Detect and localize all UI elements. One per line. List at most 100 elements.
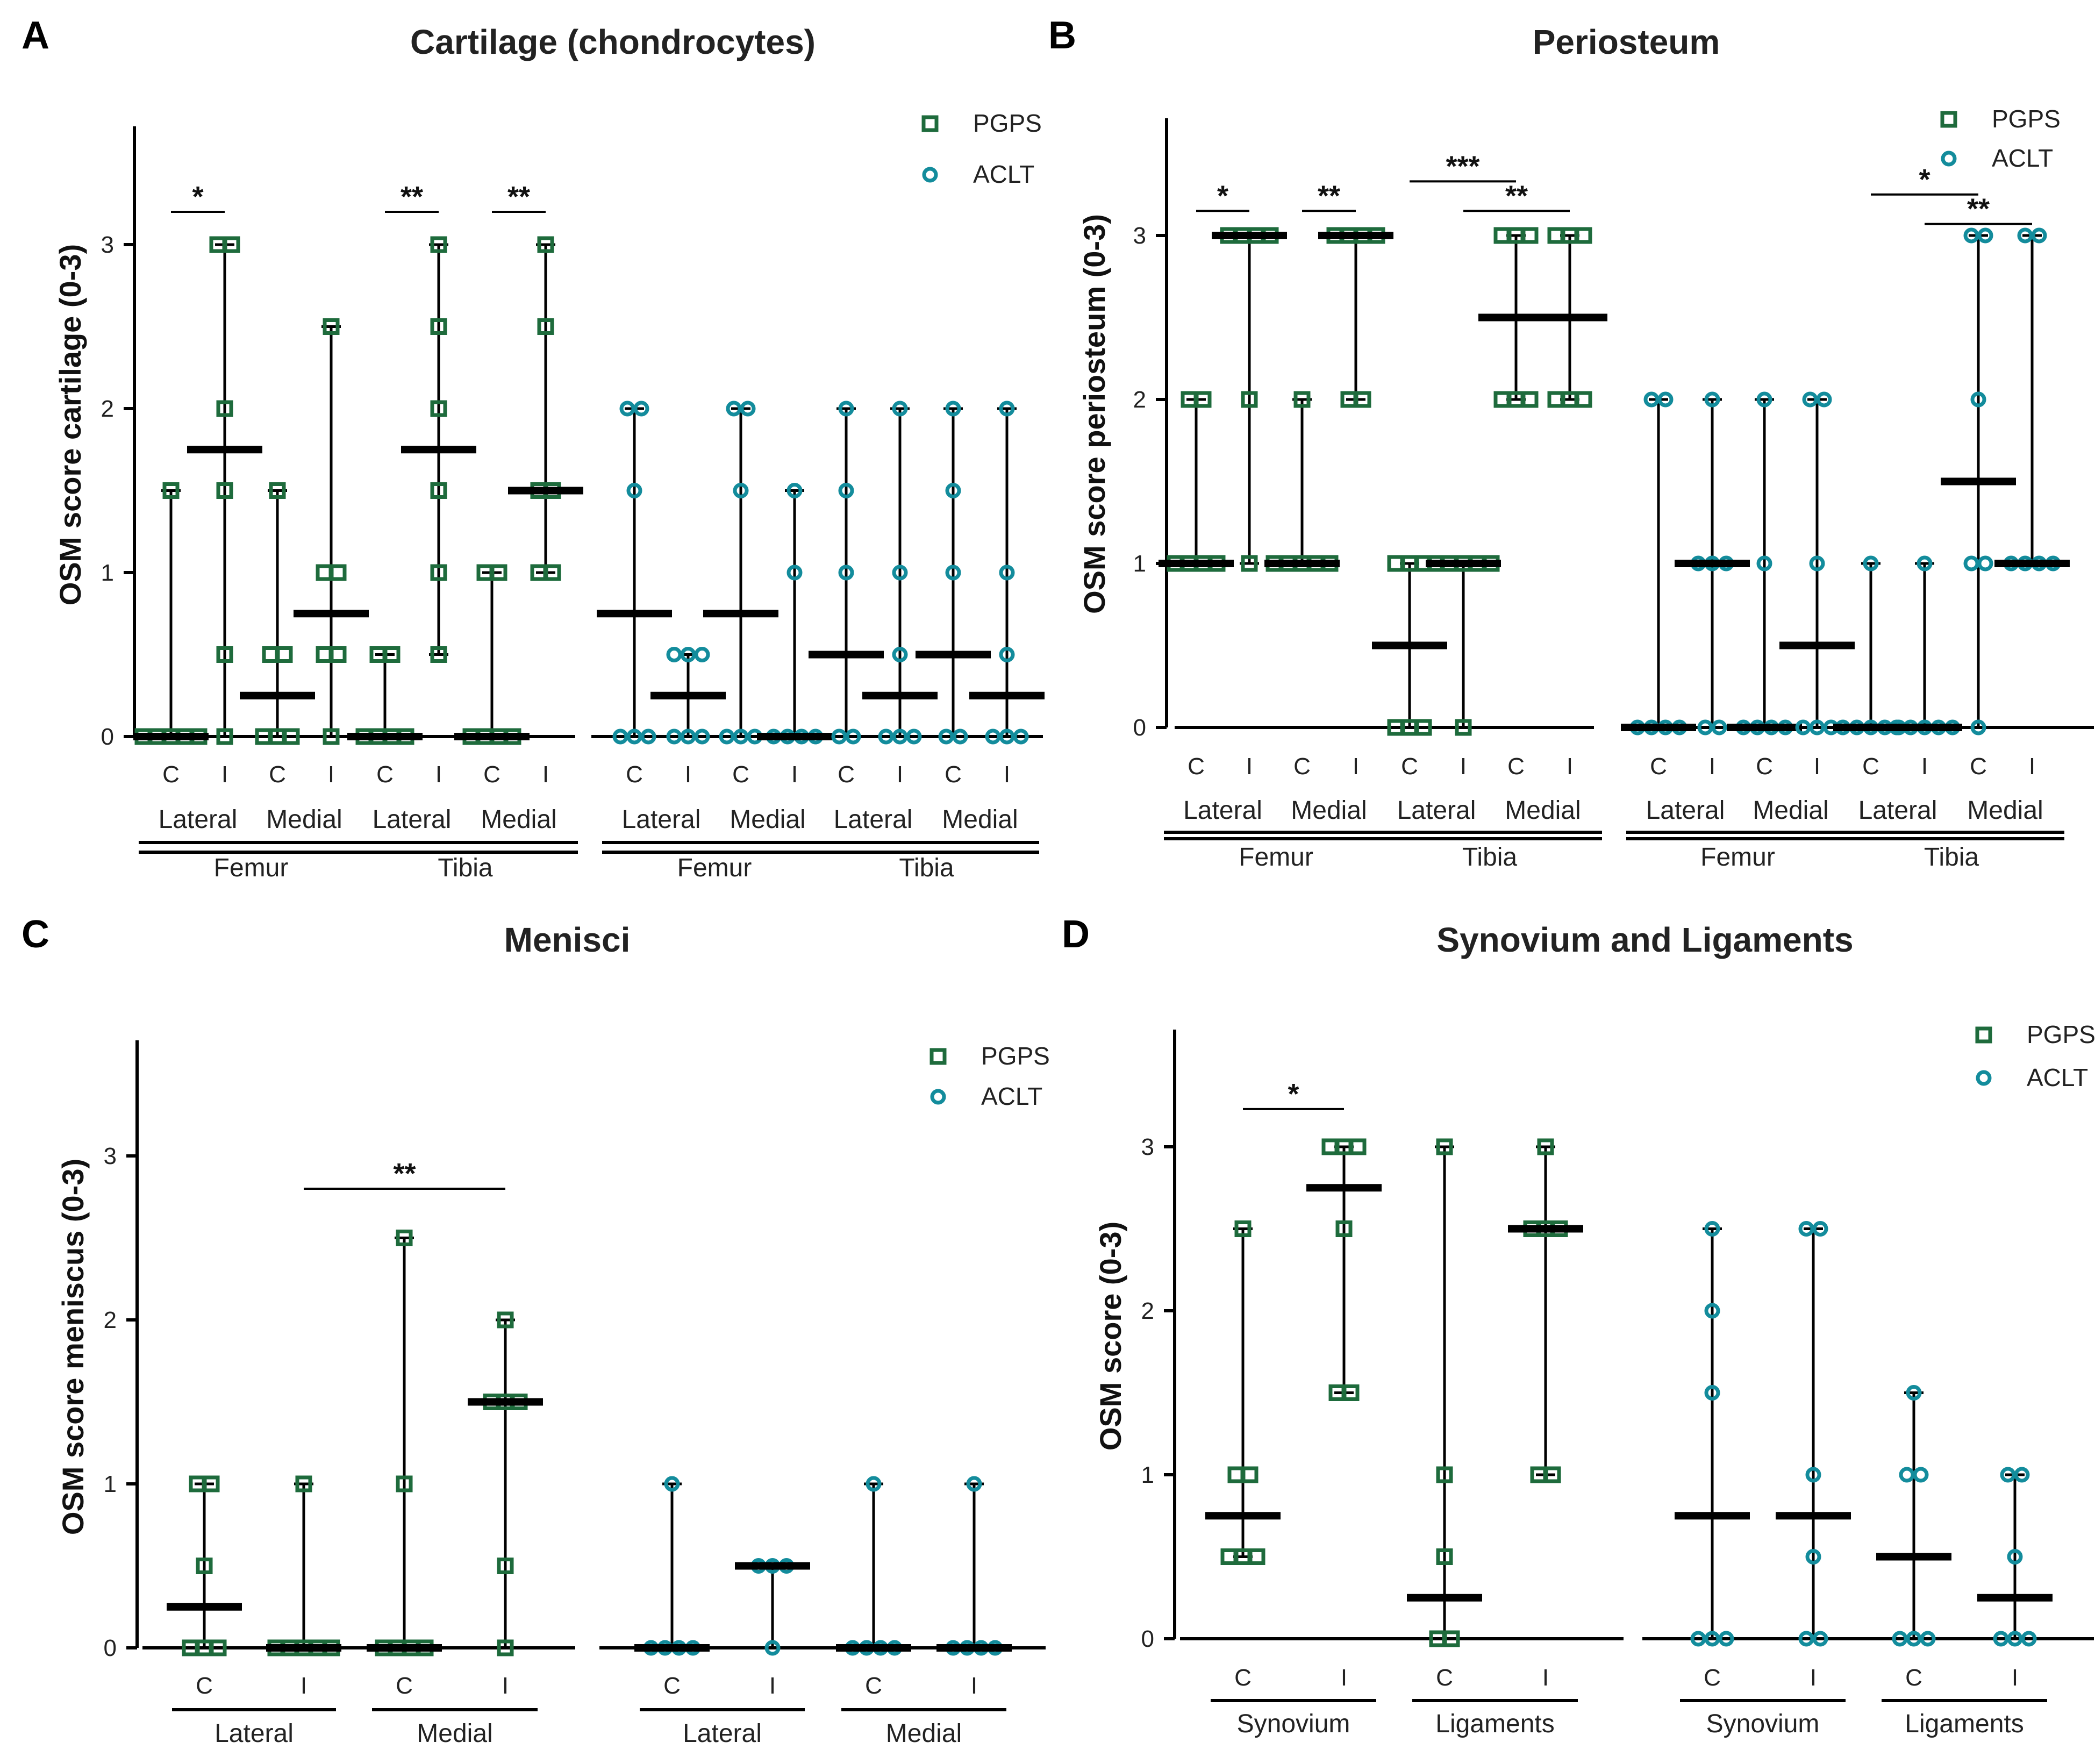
data-point (666, 729, 682, 745)
data-point (1798, 1221, 1814, 1237)
panel-c: C Menisci 0 1 2 3 OSM score meniscus (0-3) PGPS… (22, 913, 1050, 1748)
site-label: Femur (677, 854, 752, 882)
y-axis-label: OSM score cartilage (0-3) (53, 244, 87, 605)
category-label: I (221, 761, 228, 788)
data-point (316, 646, 333, 663)
data-point (1537, 1138, 1554, 1155)
data-point (1963, 555, 1979, 572)
data-point (1812, 1631, 1828, 1647)
significance-label: * (192, 181, 203, 213)
data-point (1643, 391, 1660, 408)
panel-title: Periosteum (1533, 23, 1720, 61)
site-label: Femur (1700, 843, 1775, 872)
legend-marker-aclt (1941, 151, 1957, 167)
y-tick-label: 1 (104, 1471, 117, 1497)
category-label: C (269, 761, 286, 788)
data-point (1013, 729, 1029, 745)
data-point (1234, 1220, 1252, 1237)
data-point (726, 401, 742, 417)
data-point (330, 646, 347, 663)
category-label: I (1542, 1665, 1549, 1691)
panel-title: Cartilage (chondrocytes) (410, 23, 816, 61)
data-point (1906, 1631, 1922, 1647)
data-point (196, 1558, 213, 1574)
data-point (640, 729, 656, 745)
significance-bar: * (1243, 1078, 1344, 1110)
data-point (323, 318, 340, 335)
data-point (2021, 1631, 2037, 1647)
data-point (396, 1475, 413, 1492)
site-label: Femur (1239, 843, 1313, 872)
data-column: I (1776, 1221, 1851, 1691)
data-column: C (1876, 1385, 1951, 1691)
legend-label-aclt: ACLT (981, 1082, 1042, 1110)
significance-bar: ** (1463, 180, 1570, 212)
significance-bar: ** (304, 1158, 505, 1190)
legend: PGPS ACLT (929, 1042, 1050, 1110)
data-point (1809, 555, 1825, 572)
y-tick-label: 3 (101, 232, 114, 258)
data-point (1575, 227, 1592, 244)
data-point (1697, 719, 1713, 735)
data-column: C (1833, 555, 1908, 780)
region-label: Lateral (373, 805, 452, 834)
category-label: I (435, 761, 442, 788)
data-point (262, 646, 279, 663)
data-point (1798, 1631, 1814, 1647)
data-point (878, 729, 894, 745)
data-column: C (809, 401, 884, 788)
data-point (945, 401, 961, 417)
data-point (216, 646, 233, 663)
panel-letter: A (22, 14, 49, 57)
data-point (1455, 719, 1472, 736)
data-point (1704, 1385, 1720, 1401)
category-label: I (2012, 1665, 2018, 1691)
data-column: I (468, 1311, 543, 1699)
data-column: I (1532, 227, 1607, 780)
category-label: I (301, 1673, 307, 1699)
category-label: I (502, 1673, 509, 1699)
region-label: Lateral (683, 1719, 762, 1748)
data-point (1354, 391, 1371, 408)
category-label: I (1567, 753, 1573, 780)
legend-label-aclt: ACLT (2027, 1063, 2088, 1091)
data-column: I (862, 401, 938, 788)
y-axis-label: OSM score meniscus (0-3) (56, 1159, 90, 1535)
region-label: Lateral (1183, 796, 1262, 825)
significance-bar: ** (1925, 193, 2032, 225)
data-point (1718, 1631, 1734, 1647)
significance-bar: * (1871, 163, 1978, 196)
region-label: Lateral (622, 805, 701, 834)
data-point (1756, 555, 1772, 572)
data-point (430, 318, 447, 335)
category-label: C (1905, 1665, 1922, 1691)
data-point (1241, 391, 1258, 408)
data-point (985, 729, 1001, 745)
data-point (497, 1311, 514, 1329)
y-tick-label: 2 (104, 1307, 117, 1333)
significance-bar: * (1196, 180, 1249, 212)
region-label: Medial (942, 805, 1018, 834)
data-point (295, 1475, 312, 1492)
site-label: Tibia (1462, 843, 1518, 872)
data-column: I (757, 483, 832, 788)
category-label: C (1650, 753, 1667, 780)
category-label: C (945, 761, 962, 788)
data-point (999, 565, 1015, 581)
data-point (1917, 555, 1933, 572)
category-label: C (483, 761, 500, 788)
data-point (1443, 1630, 1460, 1647)
data-point (1805, 1467, 1821, 1483)
data-column: I (1306, 1138, 1382, 1691)
data-point (1342, 1384, 1360, 1401)
category-label: I (1246, 753, 1253, 780)
data-column: I (735, 1558, 810, 1699)
data-point (1521, 391, 1539, 408)
data-point (1863, 555, 1879, 572)
category-label: I (542, 761, 549, 788)
data-point (838, 565, 854, 581)
data-point (694, 729, 710, 745)
data-point (733, 729, 749, 745)
category-label: C (1401, 753, 1418, 780)
category-label: I (1810, 1665, 1817, 1691)
